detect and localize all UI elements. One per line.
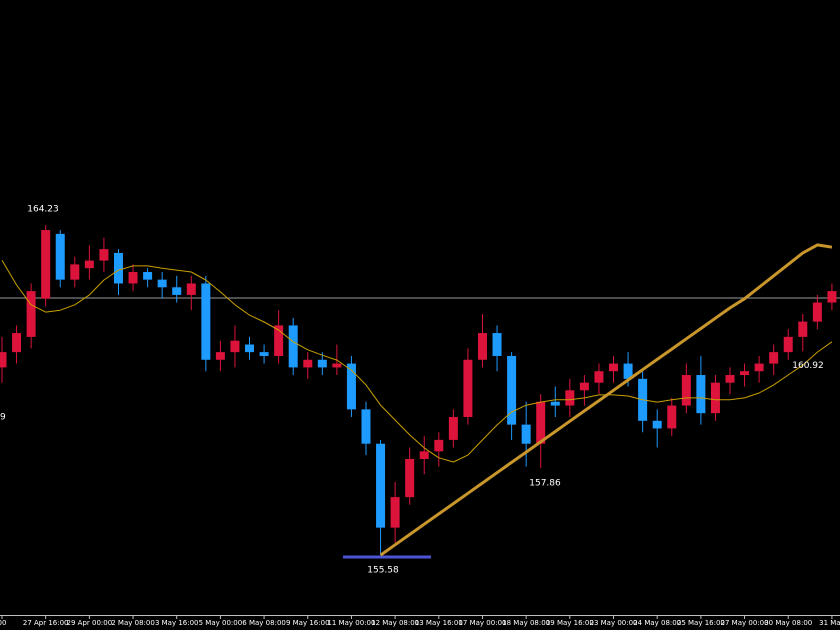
candle-body [827,291,837,303]
candle-body [55,233,65,280]
candle-body [448,416,458,440]
candle-body [725,375,735,383]
candle-body [667,405,677,429]
candle-body [798,321,808,337]
x-tick-label: 11 May 00:00 [327,619,375,627]
candle-body [681,375,691,406]
candle-body [41,230,51,299]
candle-body [317,359,327,368]
candle-body [696,375,706,414]
candle-body [259,352,269,356]
x-tick-label: 3 May 16:00 [155,619,199,627]
x-tick-label: 6 May 08:00 [242,619,286,627]
candle-body [740,371,750,376]
x-tick-label: 17 May 00:00 [458,619,506,627]
candle-body [12,333,22,353]
candle-body [128,272,138,284]
candle-body [492,333,502,356]
x-tick-label: 31 May [819,619,840,627]
candle-body [157,279,167,288]
candle-body [186,283,196,295]
candle-body [521,424,531,444]
x-tick-label: 12 May 08:00 [371,619,419,627]
candle-body [274,325,284,356]
x-tick-label: 9 May 16:00 [286,619,330,627]
candle-body [710,382,720,414]
x-tick-label: 24 May 08:00 [633,619,681,627]
x-tick-label: 27 May 00:00 [721,619,769,627]
candle-body [99,249,109,261]
candle-body [201,283,211,360]
x-tick-label: 2 May 08:00 [111,619,155,627]
candle-body [303,359,313,368]
candle-body [463,359,473,417]
candle-body [245,344,255,353]
price-annotation: 155.58 [367,566,399,576]
x-tick-label: 30 May 08:00 [764,619,812,627]
candle-body [376,443,386,528]
candle-body [812,302,822,322]
candle-body [594,371,604,383]
candle-body [434,439,444,452]
candle-body [783,336,793,353]
candle-body [754,363,764,372]
candle-body [143,272,153,280]
x-tick-label: 19 May 16:00 [546,619,594,627]
price-annotation: 160.92 [792,361,824,371]
price-annotation: 59 [0,413,6,423]
candle-body [477,333,487,360]
price-annotation: 164.23 [27,205,59,215]
candle-body [113,252,123,284]
candle-body [579,382,589,391]
candle-body [288,325,298,368]
candle-body [26,291,36,337]
candle-body [0,352,7,368]
candle-body [565,390,575,406]
candle-body [230,340,240,353]
candle-body [769,352,779,364]
candle-body [361,409,371,444]
x-tick-label: 00 [0,619,6,627]
indicator-line [379,243,833,557]
x-tick-label: 29 Apr 00:00 [67,619,113,627]
x-tick-label: 5 May 00:00 [199,619,243,627]
candle-body [550,401,560,406]
x-tick-label: 18 May 08:00 [502,619,550,627]
x-tick-label: 25 May 16:00 [677,619,725,627]
x-tick-label: 13 May 16:00 [415,619,463,627]
candle-body [419,451,429,459]
candle-body [215,352,225,360]
candle-body [507,355,517,425]
candle-body [623,363,633,379]
candle-body [70,264,80,280]
candle-body [390,497,400,528]
x-tick-label: 23 May 00:00 [590,619,638,627]
candle-body [346,363,356,410]
x-tick-label: 27 Apr 16:00 [23,619,69,627]
candle-body [652,420,662,429]
candle-body [332,363,342,368]
candle-body [84,260,94,269]
indicator-line [1,259,833,463]
candle-body [405,458,415,498]
candle-body [609,363,619,372]
candle-body [536,401,546,444]
price-annotation: 157.86 [529,479,561,489]
candle-body [172,287,182,295]
